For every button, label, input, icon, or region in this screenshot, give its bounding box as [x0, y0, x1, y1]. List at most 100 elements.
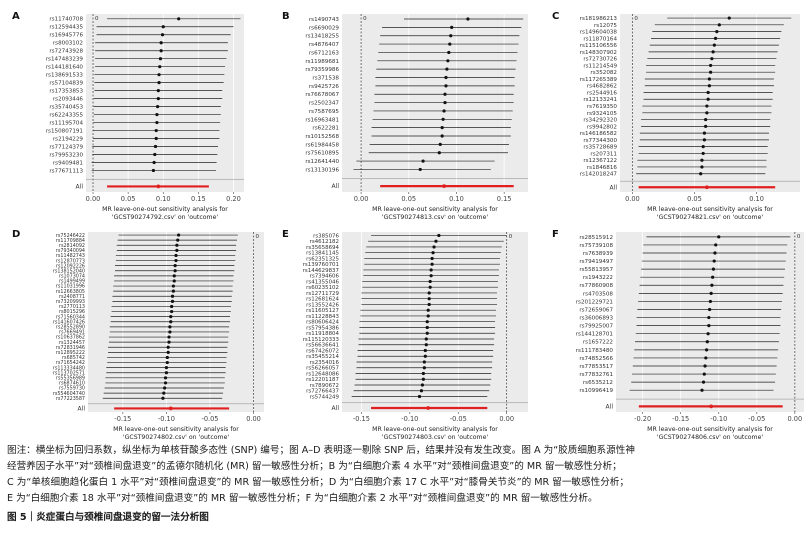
estimate-point [705, 340, 709, 344]
snp-label: rs6874610 [59, 381, 85, 387]
x-tick-label: 0.00 [788, 415, 803, 423]
x-axis-title-line-1: MR leave-one-out sensitivity analysis fo… [372, 206, 498, 213]
estimate-point [705, 111, 709, 115]
estimate-point [421, 377, 425, 381]
estimate-point [431, 251, 435, 255]
all-label: All [332, 183, 340, 190]
snp-label: rs113334480 [53, 365, 85, 371]
estimate-point [177, 17, 181, 21]
snp-label: rs28552890 [56, 325, 85, 331]
estimate-point [176, 238, 180, 242]
snp-label: rs35728689 [583, 145, 617, 151]
estimate-point [707, 315, 711, 320]
x-tick-label: 0.10 [749, 195, 764, 203]
x-tick-label: 0.20 [226, 195, 241, 203]
estimate-point [428, 285, 432, 289]
snp-label: rs71560344 [56, 314, 85, 320]
x-tick-label: 0.05 [687, 195, 702, 203]
snp-label: rs71654242 [56, 360, 85, 366]
plot-background [86, 14, 244, 192]
snp-label: rs2408771 [59, 294, 85, 300]
estimate-point [166, 350, 170, 354]
x-tick-label: 0.10 [156, 195, 171, 203]
snp-label: rs77853517 [579, 364, 613, 370]
estimate-point [155, 112, 159, 117]
estimate-point [706, 90, 710, 95]
estimate-point [167, 340, 171, 344]
snp-label: rs115106556 [580, 43, 618, 49]
snp-label: rs352082 [590, 70, 617, 76]
estimate-point [703, 364, 707, 368]
snp-label: rs7587695 [309, 109, 340, 115]
estimate-point [441, 117, 445, 121]
snp-label: rs144629837 [303, 268, 339, 274]
snp-label: rs77832761 [579, 372, 613, 378]
snp-label: rs77860908 [579, 283, 613, 289]
estimate-point [449, 34, 453, 38]
snp-label: rs12092226 [56, 263, 85, 269]
estimate-point [429, 268, 433, 272]
estimate-point [426, 308, 430, 312]
estimate-point [169, 320, 173, 324]
snp-label: rs138152040 [53, 268, 85, 274]
plot-background [620, 14, 800, 192]
snp-label: rs41355046 [306, 279, 339, 285]
snp-label: rs67426072 [306, 348, 339, 354]
estimate-point [437, 151, 441, 155]
x-tick-label: -0.15 [672, 415, 689, 423]
snp-label: rs75739108 [579, 243, 613, 249]
snp-label: rs7559730 [59, 386, 85, 392]
all-label: All [606, 403, 614, 410]
snp-label: rs72730726 [583, 57, 617, 63]
snp-label: rs35455214 [306, 354, 339, 360]
snp-label: rs12895222 [56, 350, 85, 356]
snp-label: rs13130196 [305, 167, 339, 173]
estimate-point [702, 372, 706, 376]
snp-label: rs207311 [590, 151, 617, 157]
panel-letter: B [282, 11, 290, 22]
snp-label: rs146186582 [580, 131, 617, 137]
plot-background [342, 14, 528, 192]
estimate-point [156, 97, 160, 101]
snp-label: rs6712163 [309, 50, 340, 56]
snp-label: rs385076 [313, 233, 339, 239]
snp-label: rs13552426 [306, 302, 339, 308]
x-axis-title-line-2: 'GCST90274792.csv' on 'outcome' [112, 214, 218, 221]
estimate-point [707, 84, 711, 88]
estimate-point [448, 42, 452, 46]
snp-label: rs685742 [62, 355, 85, 361]
snp-label: rs55356989 [56, 376, 85, 382]
estimate-point [708, 307, 712, 312]
snp-label: rs35658694 [306, 245, 339, 251]
estimate-point [437, 233, 441, 238]
snp-label: rs28515912 [579, 235, 613, 241]
estimate-point [422, 366, 426, 370]
estimate-point [440, 134, 444, 138]
estimate-point [156, 89, 160, 93]
zero-label: 0 [509, 234, 513, 240]
snp-label: rs16963481 [305, 117, 339, 123]
x-axis-title-line-1: MR leave-one-out sensitivity analysis fo… [372, 426, 498, 433]
estimate-point [701, 145, 705, 149]
estimate-point [163, 381, 168, 385]
estimate-point [701, 380, 706, 384]
estimate-point [163, 376, 168, 380]
panel-a: rs11740708 rs12594435 rs16945776 rs8003102 r… [12, 11, 244, 221]
estimate-point [704, 117, 708, 122]
estimate-point [700, 158, 704, 162]
estimate-point [425, 320, 429, 324]
estimate-point [442, 109, 446, 113]
x-tick-label: 0.05 [121, 195, 136, 203]
estimate-point [712, 43, 716, 47]
snp-label: rs75246422 [56, 233, 85, 239]
snp-label: rs61984458 [305, 142, 339, 148]
snp-label: rs16945776 [49, 33, 83, 39]
estimate-point [701, 151, 705, 156]
snp-label: rs7669491 [59, 330, 85, 336]
estimate-point [704, 124, 708, 128]
estimate-point [709, 70, 713, 74]
x-axis-title-line-2: 'GCST90274803.csv' on 'outcome' [382, 434, 488, 441]
snp-label: rs77124379 [49, 144, 83, 150]
snp-label: rs12663805 [56, 289, 85, 295]
estimate-point [422, 360, 426, 364]
